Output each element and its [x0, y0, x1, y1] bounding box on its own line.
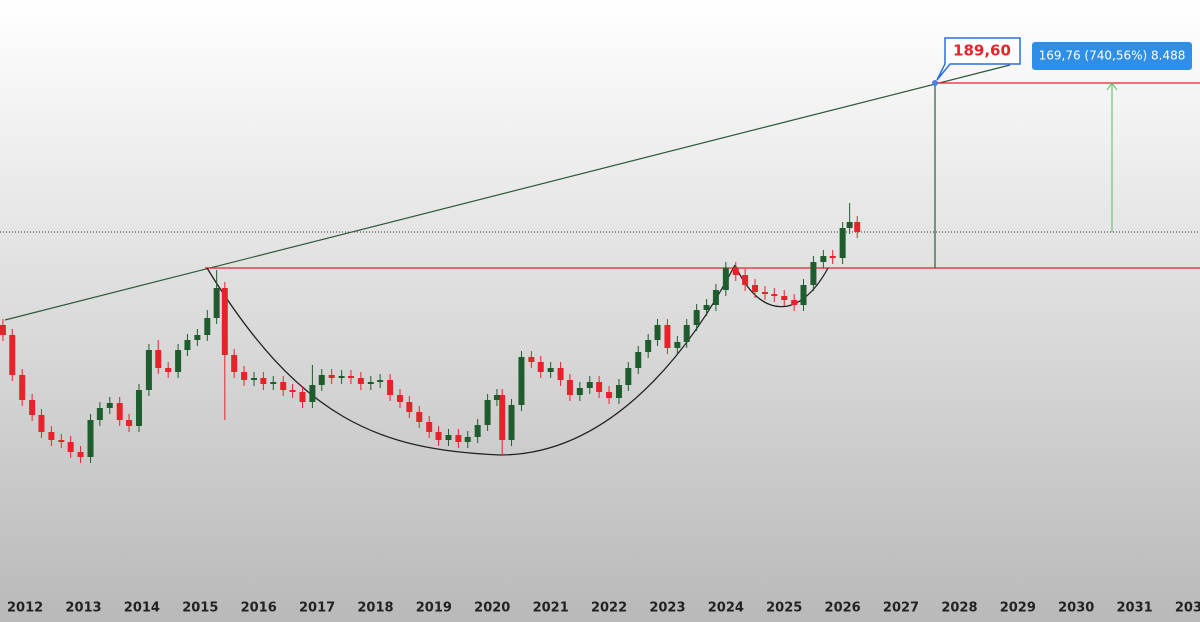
target-price: 189,60 [953, 42, 1011, 60]
x-tick-label: 2027 [883, 601, 919, 616]
anchor-point [932, 80, 938, 86]
x-tick-label: 2025 [766, 601, 802, 616]
x-tick-label: 2026 [825, 601, 861, 616]
x-tick-label: 2021 [533, 601, 569, 616]
x-tick-label: 2016 [241, 601, 277, 616]
x-tick-label: 2017 [299, 601, 335, 616]
x-tick-label: 2020 [474, 601, 510, 616]
measure-label: 169,76 (740,56%) 8.488 [1039, 49, 1186, 63]
x-tick-label: 2023 [649, 601, 685, 616]
x-tick-label: 2022 [591, 601, 627, 616]
x-tick-label: 2028 [941, 601, 977, 616]
x-tick-label: 2024 [708, 601, 744, 616]
drawings [0, 37, 1200, 456]
x-tick-label: 2031 [1117, 601, 1153, 616]
price-callout [936, 37, 1021, 81]
x-tick-label: 2015 [182, 601, 218, 616]
cup-curve [206, 264, 736, 456]
measure-label-box [1032, 42, 1192, 70]
x-tick-label: 2032 [1175, 601, 1200, 616]
x-tick-label: 2014 [124, 601, 160, 616]
x-tick-label: 2029 [1000, 601, 1036, 616]
trend-line [4, 64, 1011, 321]
x-tick-label: 2019 [416, 601, 452, 616]
x-tick-label: 2013 [65, 601, 101, 616]
x-tick-label: 2018 [357, 601, 393, 616]
x-tick-label: 2012 [7, 601, 43, 616]
x-tick-label: 2030 [1058, 601, 1094, 616]
arrow-head [1106, 82, 1118, 91]
